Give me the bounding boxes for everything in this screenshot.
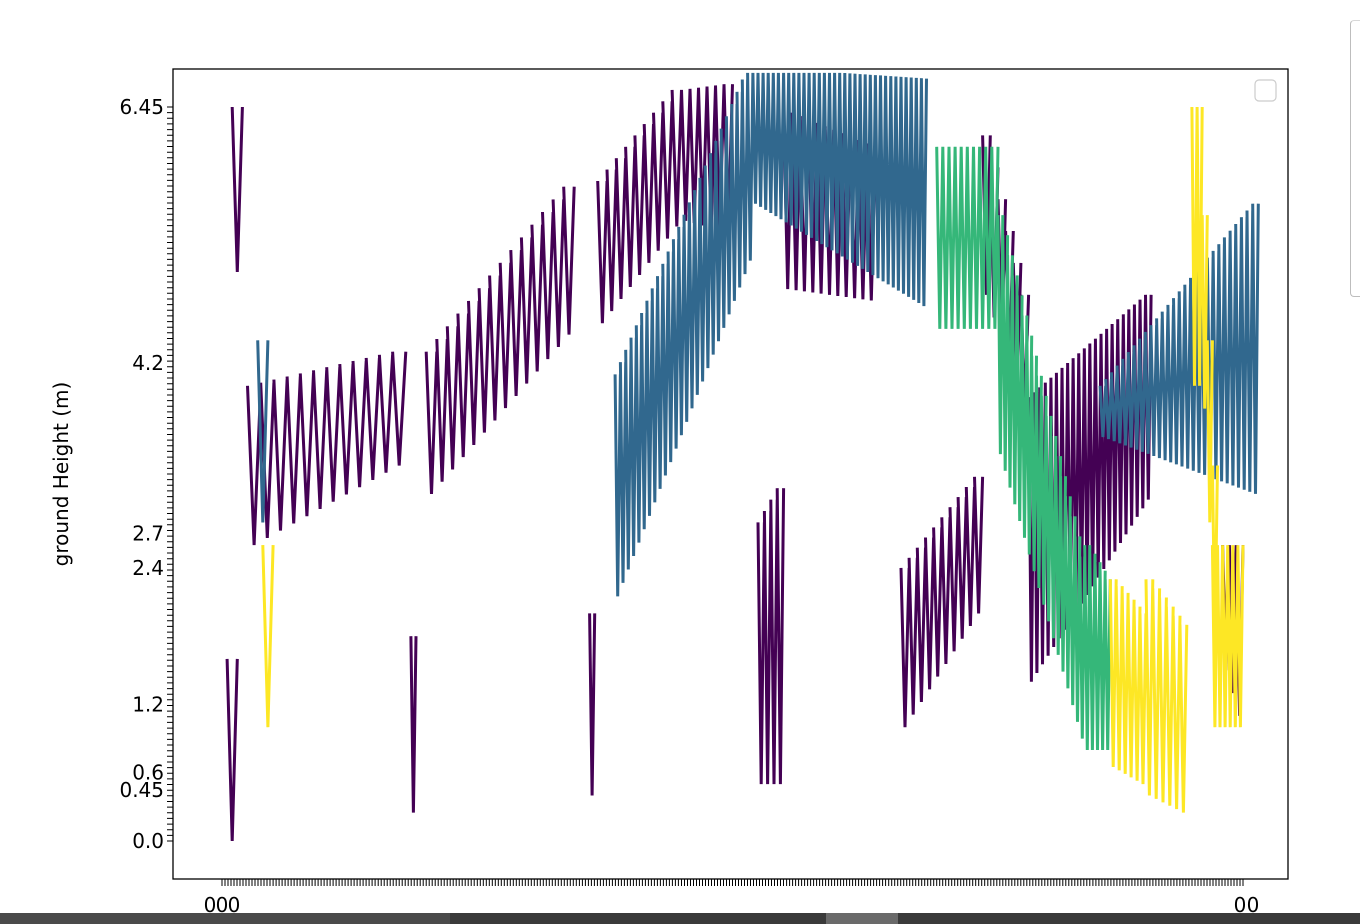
scrollbar-track-left [0,913,450,924]
bottom-scrollbar[interactable] [0,913,1360,924]
plot-area-frame [172,68,1289,880]
x-tick-label: 0 [228,893,241,917]
x-tick-label: 0 [216,893,229,917]
series-group [225,72,1260,842]
y-axis-label: ground Height (m) [49,382,73,567]
y-tick-label: 6.45 [119,95,164,119]
y-tick-label: 0.0 [132,829,164,853]
legend-box [1254,79,1277,102]
x-axis-ticks [221,879,1244,886]
y-tick-label: 0.45 [119,778,164,802]
series-1-line [256,72,1260,597]
side-panel-edge [1350,20,1360,297]
y-tick-labels: 6.45 4.2 2.7 2.4 1.2 0.60.45 0.0 [119,95,164,853]
y-tick-label: 4.2 [132,351,164,375]
y-tick-label: 2.4 [132,556,164,580]
series-3-line [261,106,1245,813]
y-tick-label: 0.6 [132,761,164,785]
x-tick-marks [221,879,1244,886]
y-tick-label: 1.2 [132,692,164,716]
y-axis-ticks [167,106,173,842]
x-tick-label: 0 [1247,893,1260,917]
series-2-line [935,146,1112,751]
y-tick-label: 2.7 [132,522,164,546]
y-tick-marks [167,106,173,842]
x-tick-label: 0 [1234,893,1247,917]
x-tick-label: 0 [204,893,217,917]
scrollbar-thumb[interactable] [826,913,898,924]
